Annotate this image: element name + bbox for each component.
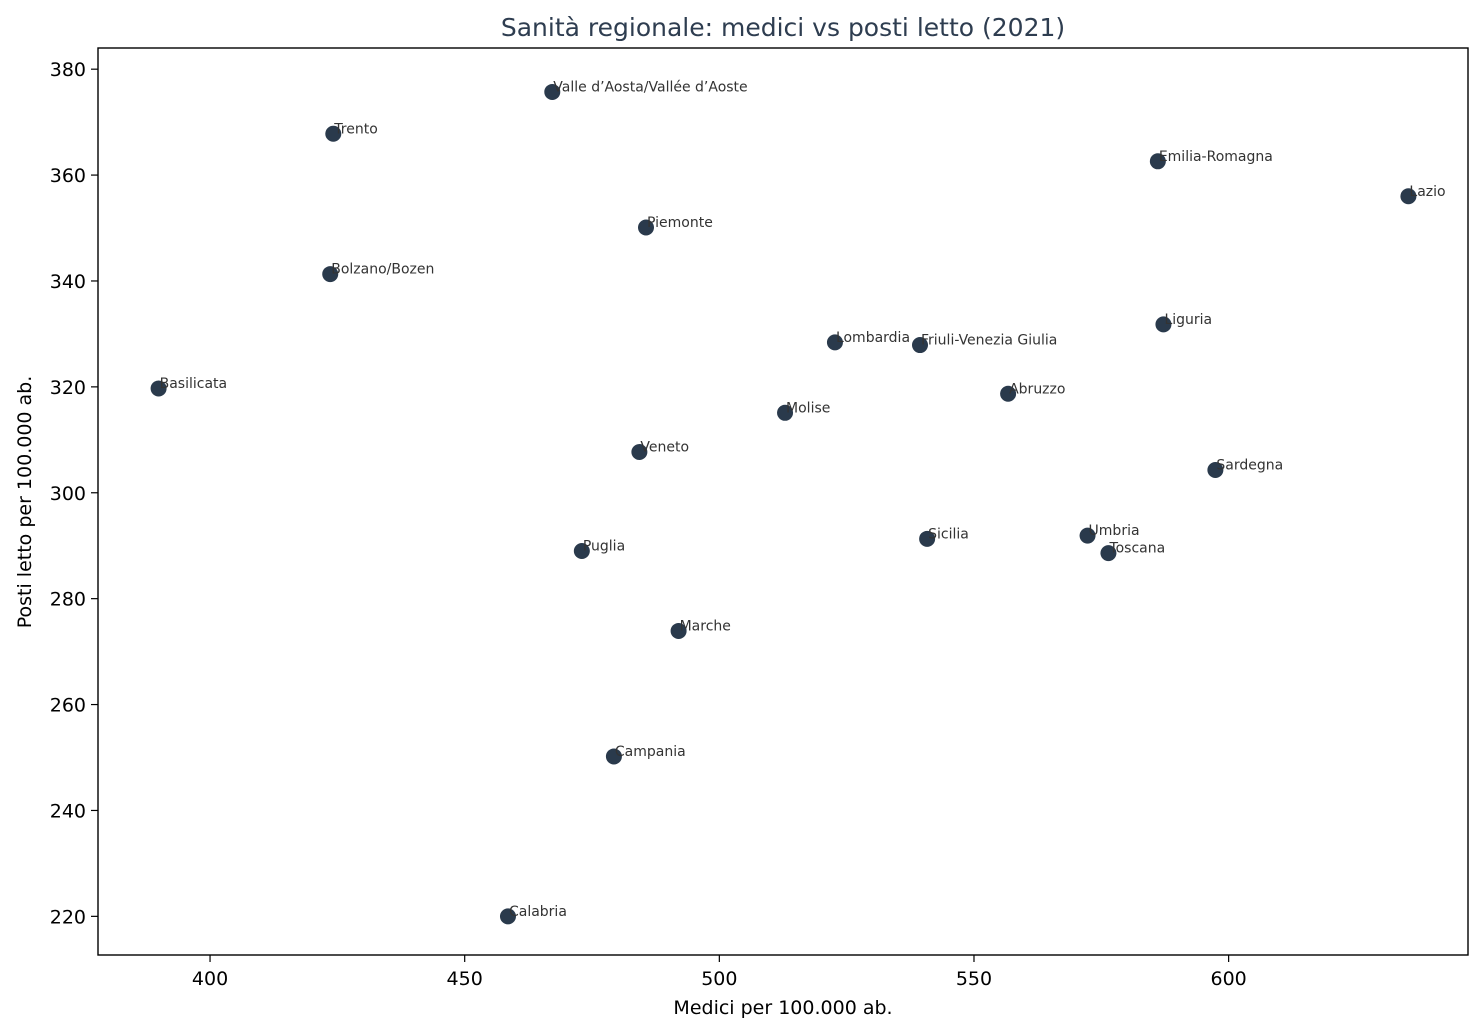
chart-title: Sanità regionale: medici vs posti letto …: [501, 13, 1065, 42]
y-tick-label: 260: [50, 695, 86, 717]
y-tick-label: 300: [50, 483, 86, 505]
y-tick-label: 340: [50, 271, 86, 293]
point-label: Piemonte: [647, 215, 713, 231]
data-point: [912, 337, 928, 354]
x-tick-label: 600: [1210, 968, 1246, 990]
data-point: [325, 125, 342, 142]
data-point: [826, 334, 843, 351]
point-label: Campania: [615, 744, 686, 760]
data-point: [1400, 188, 1417, 205]
y-axis-ticks: 220 240 260 280 300 320 340 360 380: [50, 59, 98, 928]
point-label: Liguria: [1164, 312, 1212, 328]
data-point: [631, 443, 648, 460]
data-point: [670, 622, 687, 639]
data-points: [150, 83, 1417, 925]
point-labels: Valle d’Aosta/Vallée d’Aoste Trento Emilia…: [160, 79, 1446, 919]
plot-area-frame: [97, 47, 1469, 956]
point-label: Marche: [680, 618, 731, 634]
data-point: [777, 404, 794, 421]
x-axis-ticks: 400 450 500 550 600: [192, 955, 1247, 990]
point-label: Calabria: [509, 904, 567, 920]
point-label: Lombardia: [836, 330, 910, 346]
point-label: Puglia: [583, 539, 625, 555]
data-point: [1155, 316, 1172, 333]
y-tick-label: 280: [50, 589, 86, 611]
data-point: [1149, 153, 1166, 170]
data-point: [1207, 461, 1224, 478]
y-tick-label: 220: [50, 906, 86, 928]
x-tick-label: 500: [701, 968, 737, 990]
point-label: Sicilia: [928, 526, 969, 542]
point-label: Emilia-Romagna: [1159, 149, 1273, 165]
point-label: Abruzzo: [1009, 381, 1065, 397]
point-label: Trento: [333, 121, 377, 137]
point-label: Toscana: [1108, 541, 1165, 557]
point-label: Umbria: [1089, 523, 1140, 539]
y-tick-label: 320: [50, 377, 86, 399]
data-point: [605, 748, 622, 765]
point-label: Valle d’Aosta/Vallée d’Aoste: [553, 79, 747, 95]
data-point: [1000, 385, 1017, 402]
data-point: [499, 908, 516, 925]
x-axis-label: Medici per 100.000 ab.: [673, 997, 892, 1019]
data-point: [150, 380, 167, 397]
data-point: [544, 83, 561, 100]
data-point: [1079, 527, 1096, 544]
x-tick-label: 450: [447, 968, 483, 990]
x-tick-label: 400: [192, 968, 228, 990]
data-point: [1100, 545, 1117, 562]
data-point: [919, 530, 936, 547]
data-point: [322, 266, 339, 283]
y-tick-label: 380: [50, 59, 86, 81]
data-point: [573, 543, 590, 560]
point-label: Veneto: [640, 439, 689, 455]
y-tick-label: 240: [50, 800, 86, 822]
y-tick-label: 360: [50, 165, 86, 187]
point-label: Lazio: [1409, 184, 1445, 200]
data-point: [638, 219, 654, 236]
point-label: Bolzano/Bozen: [331, 262, 434, 278]
x-tick-label: 550: [956, 968, 992, 990]
y-axis-label: Posti letto per 100.000 ab.: [14, 376, 36, 629]
point-label: Friuli-Venezia Giulia: [921, 333, 1057, 349]
point-label: Sardegna: [1216, 457, 1283, 473]
point-label: Basilicata: [160, 376, 228, 392]
point-label: Molise: [786, 400, 830, 416]
